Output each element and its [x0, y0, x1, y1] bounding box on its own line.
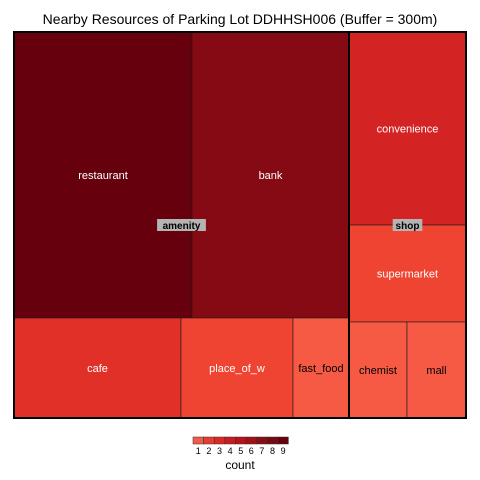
tile-label: convenience: [377, 124, 439, 136]
tile-label: cafe: [87, 363, 108, 375]
legend-title: count: [225, 458, 255, 472]
tile-cafe: [13, 317, 182, 419]
group-labels: amenity shop: [157, 219, 423, 232]
tile-convenience: [348, 31, 467, 226]
tile-supermarket: [348, 224, 467, 323]
legend-key: [213, 436, 226, 445]
treemap-tiles: restaurant bank cafe place_of_w fast_food con…: [13, 31, 467, 419]
tile-mall: [406, 321, 467, 419]
tile-label: restaurant: [78, 170, 128, 182]
legend-tick-label: 4: [228, 446, 233, 456]
tile-chemist: [348, 321, 408, 419]
group-label-background: [157, 219, 206, 231]
tile-label: supermarket: [377, 269, 438, 281]
legend-tick-label: 2: [206, 446, 211, 456]
group-label-background: [392, 219, 423, 231]
legend-key: [266, 436, 279, 445]
legend-key: [245, 436, 257, 445]
plot-border: [13, 31, 467, 419]
legend-key: [203, 436, 215, 445]
tile-restaurant: [13, 31, 193, 319]
tile-label: fast_food: [298, 363, 343, 375]
group-label-shop: shop: [396, 221, 420, 232]
legend-key: [235, 436, 247, 445]
tile-label: place_of_w: [209, 363, 265, 375]
tile-fast-food: [292, 317, 350, 419]
legend-tick-label: 6: [249, 446, 254, 456]
legend-tick-label: 7: [259, 446, 264, 456]
legend-key: [256, 436, 268, 445]
legend-tick-label: 8: [270, 446, 275, 456]
tile-label: bank: [259, 170, 283, 182]
group-label-amenity: amenity: [163, 221, 201, 232]
legend-tick-label: 5: [238, 446, 243, 456]
tile-bank: [191, 31, 350, 319]
tile-label: chemist: [359, 365, 397, 377]
tile-label: mall: [426, 365, 446, 377]
legend-tick-label: 1: [196, 446, 201, 456]
legend-key: [192, 436, 204, 445]
legend-keys: [192, 436, 289, 445]
legend-key: [277, 436, 289, 445]
legend-tick-label: 3: [217, 446, 222, 456]
legend-tick-label: 9: [281, 446, 286, 456]
tile-place-of-w: [180, 317, 294, 419]
legend-key: [224, 436, 236, 445]
chart-title: Nearby Resources of Parking Lot DDHHSH00…: [43, 11, 438, 27]
